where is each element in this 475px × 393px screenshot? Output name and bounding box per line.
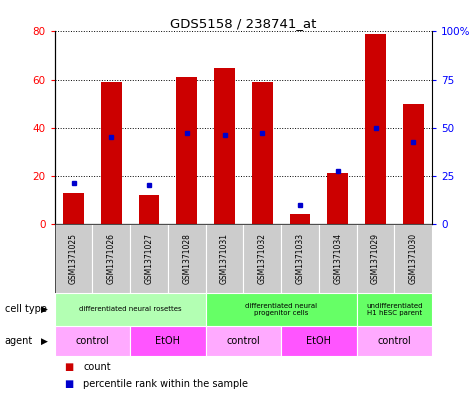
Title: GDS5158 / 238741_at: GDS5158 / 238741_at xyxy=(170,17,317,30)
Text: EtOH: EtOH xyxy=(306,336,332,346)
Text: ▶: ▶ xyxy=(41,305,48,314)
Bar xyxy=(130,326,206,356)
Bar xyxy=(55,224,92,293)
Text: ■: ■ xyxy=(64,379,73,389)
Bar xyxy=(206,293,357,326)
Bar xyxy=(327,173,348,224)
Bar xyxy=(252,82,273,224)
Bar xyxy=(357,326,432,356)
Bar xyxy=(139,195,160,224)
Bar xyxy=(403,104,424,224)
Bar xyxy=(101,82,122,224)
Text: percentile rank within the sample: percentile rank within the sample xyxy=(83,379,248,389)
Bar xyxy=(243,224,281,293)
Text: GSM1371031: GSM1371031 xyxy=(220,233,229,284)
Text: count: count xyxy=(83,362,111,372)
Text: GSM1371032: GSM1371032 xyxy=(258,233,267,284)
Bar xyxy=(63,193,84,224)
Text: GSM1371033: GSM1371033 xyxy=(295,233,304,284)
Bar xyxy=(168,224,206,293)
Bar xyxy=(92,224,130,293)
Bar xyxy=(206,326,281,356)
Bar xyxy=(214,68,235,224)
Bar xyxy=(290,214,311,224)
Text: differentiated neural
progenitor cells: differentiated neural progenitor cells xyxy=(245,303,317,316)
Text: GSM1371029: GSM1371029 xyxy=(371,233,380,284)
Text: GSM1371030: GSM1371030 xyxy=(409,233,418,284)
Bar xyxy=(395,224,432,293)
Text: agent: agent xyxy=(5,336,33,346)
Text: GSM1371026: GSM1371026 xyxy=(107,233,116,284)
Text: GSM1371025: GSM1371025 xyxy=(69,233,78,284)
Text: control: control xyxy=(76,336,109,346)
Text: control: control xyxy=(378,336,411,346)
Bar xyxy=(365,34,386,224)
Bar xyxy=(357,224,394,293)
Text: ▶: ▶ xyxy=(41,336,48,345)
Bar xyxy=(55,293,206,326)
Text: GSM1371034: GSM1371034 xyxy=(333,233,342,284)
Text: undifferentiated
H1 hESC parent: undifferentiated H1 hESC parent xyxy=(366,303,423,316)
Text: control: control xyxy=(227,336,260,346)
Text: differentiated neural rosettes: differentiated neural rosettes xyxy=(79,307,181,312)
Bar xyxy=(281,224,319,293)
Bar xyxy=(55,326,130,356)
Bar xyxy=(357,293,432,326)
Bar xyxy=(319,224,357,293)
Bar xyxy=(176,77,197,224)
Text: cell type: cell type xyxy=(5,305,47,314)
Bar xyxy=(130,224,168,293)
Text: EtOH: EtOH xyxy=(155,336,180,346)
Text: GSM1371027: GSM1371027 xyxy=(144,233,153,284)
Bar xyxy=(281,326,357,356)
Text: GSM1371028: GSM1371028 xyxy=(182,233,191,284)
Text: ■: ■ xyxy=(64,362,73,372)
Bar xyxy=(206,224,243,293)
